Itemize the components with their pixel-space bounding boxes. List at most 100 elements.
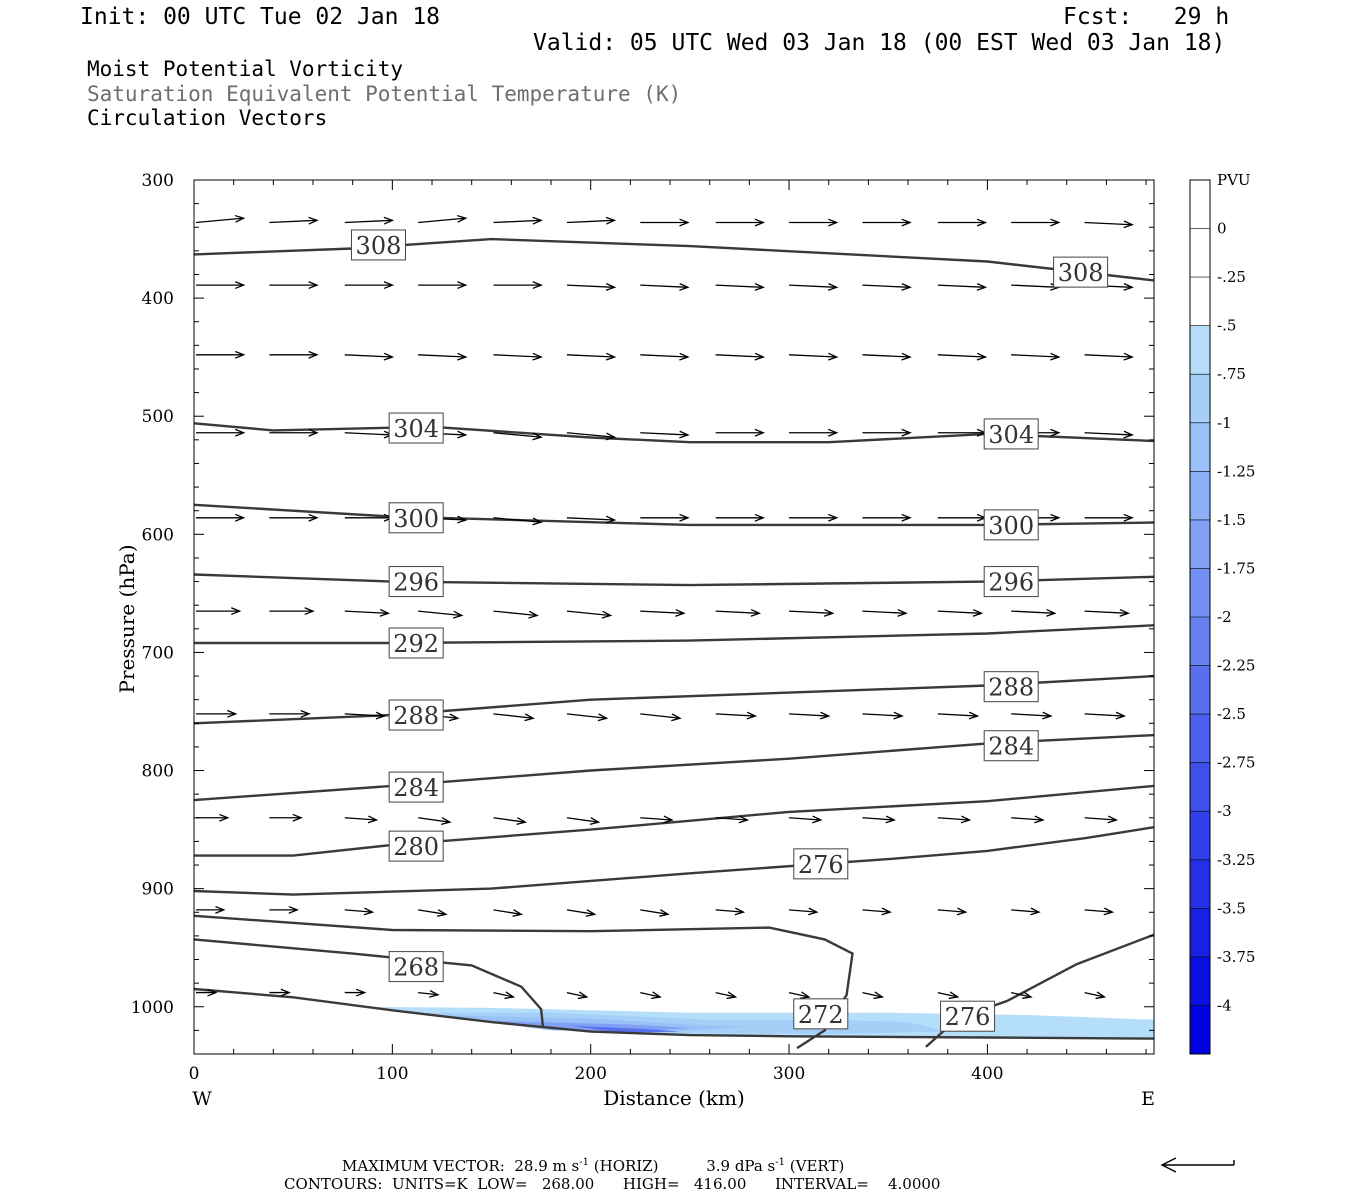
vector-head [605, 432, 617, 441]
vector-shaft [344, 817, 377, 821]
colorbar-segment [1190, 519, 1210, 569]
y-tick-label: 900 [142, 880, 174, 900]
vector-head [1123, 513, 1134, 522]
contour-label: 296 [393, 569, 439, 597]
vector-head [659, 909, 670, 917]
vector-shaft [1011, 817, 1043, 821]
vector-head [363, 907, 375, 916]
vector-shaft [418, 909, 447, 915]
vector-head [873, 991, 884, 1000]
vector-head [528, 610, 539, 619]
vector-head [231, 607, 242, 616]
vector-head [972, 608, 984, 617]
vector-head [960, 815, 972, 824]
vector-head [901, 283, 912, 291]
contour-label-box [388, 771, 444, 803]
x-tick-label: 400 [971, 1064, 1003, 1084]
vector-head [383, 216, 395, 225]
vector-shaft [418, 354, 466, 358]
vector-head [456, 214, 468, 223]
valid-time: Valid: 05 UTC Wed 03 Jan 18 (00 EST Wed … [533, 30, 1226, 56]
vector-head [532, 352, 543, 361]
pv-shade-4 [570, 1025, 680, 1033]
vector-head [679, 352, 690, 361]
vector-shaft [715, 991, 736, 998]
vector-head [1123, 352, 1134, 361]
max-vector-info: MAXIMUM VECTOR: 28.9 m s-1 (HORIZ) 3.9 d… [342, 1158, 844, 1174]
vector-shaft [566, 517, 615, 521]
horiz-tag: (HORIZ) [593, 1157, 659, 1175]
vector-head [304, 607, 315, 616]
vector-head [440, 817, 452, 825]
colorbar-label: -3 [1217, 802, 1232, 820]
vector-head [457, 430, 468, 439]
contour-label-box [388, 502, 444, 534]
vector-shaft [862, 713, 903, 717]
contour-label: 284 [393, 774, 439, 802]
vector-shaft [493, 909, 522, 915]
vector-shaft [640, 432, 688, 436]
x-tick-label: 100 [376, 1064, 408, 1084]
vector-shaft [1084, 909, 1113, 913]
vector-head [726, 991, 738, 1000]
field-theta-es: Saturation Equivalent Potential Temperat… [87, 82, 682, 106]
vector-shaft [937, 610, 982, 614]
vector-head [532, 432, 543, 441]
vector-head [1115, 711, 1127, 720]
reference-vector-head [1160, 1157, 1177, 1173]
vector-head [754, 428, 766, 437]
vector-head [893, 711, 904, 720]
colorbar-segment [1190, 228, 1210, 278]
vector-shaft [789, 817, 821, 821]
vector-shaft [937, 909, 966, 913]
contour-label: 292 [393, 630, 439, 658]
vector-head [651, 991, 662, 1000]
vector-head [976, 218, 988, 227]
vector-head [1050, 218, 1061, 227]
vector-shaft [566, 610, 611, 617]
vector-shaft [862, 909, 891, 913]
contour-label-box [793, 848, 849, 880]
theta-contour-7 [194, 784, 1155, 857]
vector-shaft [937, 713, 978, 717]
colorbar-segment [1190, 617, 1210, 666]
x-tick-label: 200 [574, 1064, 606, 1084]
colorbar-segment [1190, 811, 1210, 860]
max-vert-value: 3.9 dPa s [706, 1157, 776, 1175]
vector-head [812, 815, 823, 824]
vector-shaft [640, 284, 688, 288]
vector-shaft [789, 354, 837, 358]
vector-head [585, 909, 597, 917]
colorbar-label: -3.75 [1217, 948, 1255, 966]
vector-shaft [566, 432, 615, 438]
colorbar-label: -4 [1217, 996, 1232, 1014]
vector-head [901, 352, 912, 361]
vector-head [367, 815, 379, 824]
vector-head [828, 513, 839, 522]
vector-shaft [493, 432, 542, 438]
contour-label: 272 [798, 1001, 844, 1029]
vector-shaft [418, 610, 462, 617]
vector-head [605, 216, 617, 225]
colorbar-label: -3.25 [1217, 851, 1255, 869]
vector-head [235, 428, 246, 437]
contour-info: CONTOURS: UNITS=K LOW= 268.00 HIGH= 416.… [284, 1175, 941, 1193]
theta-contour-12 [193, 987, 1155, 1040]
colorbar-label: -1.75 [1217, 559, 1255, 577]
vector-head [504, 991, 516, 1000]
vector-shaft [493, 610, 538, 617]
vector-shaft [195, 217, 244, 224]
colorbar-segment [1190, 325, 1210, 375]
vector-head [512, 909, 524, 917]
vector-head [754, 218, 766, 227]
vert-tag: (VERT) [789, 1157, 845, 1175]
y-tick-label: 300 [142, 171, 174, 191]
vector-shaft [566, 909, 595, 915]
colorbar-label: -1.5 [1217, 511, 1246, 529]
vector-shaft [789, 284, 837, 288]
vector-shaft [1084, 221, 1133, 226]
colorbar-label: 0 [1217, 220, 1227, 238]
contour-label-box [1053, 256, 1109, 288]
vector-head [827, 352, 839, 361]
